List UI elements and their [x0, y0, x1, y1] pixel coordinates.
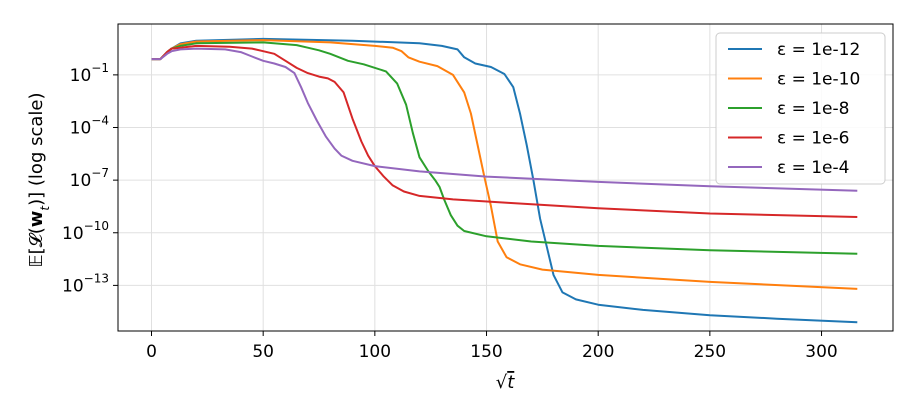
- series-lines: [151, 37, 858, 324]
- y-tick-label-exponent: −13: [84, 271, 109, 285]
- y-tick-label: 10−4: [70, 114, 109, 139]
- legend-box: [715, 32, 886, 185]
- y-tick-label-exponent: −1: [91, 61, 109, 75]
- y-tick-label-exponent: −7: [91, 166, 109, 180]
- y-tick-label: 10−13: [62, 271, 109, 296]
- y-tick-label-base: 10: [62, 224, 84, 244]
- legend-label: ε = 1e-4: [777, 158, 849, 178]
- y-tick-label-base: 10: [70, 119, 92, 139]
- x-tick-label: 50: [252, 342, 274, 362]
- y-tick-label-base: 10: [70, 171, 92, 191]
- y-tick-label-exponent: −4: [91, 114, 109, 128]
- y-axis-label-subscript: t: [38, 205, 52, 211]
- x-axis-label: √t: [496, 372, 515, 393]
- y-axis-label: 𝔼[𝓛(wt)] (log scale): [26, 93, 52, 268]
- legend: ε = 1e-12 ε = 1e-10 ε = 1e-8 ε = 1e-6 ε = 1e…: [715, 32, 886, 185]
- legend-label: ε = 1e-6: [777, 129, 849, 149]
- x-axis-ticks: 0 50 100 150 200 250 300: [146, 331, 838, 362]
- y-tick-label: 10−7: [70, 166, 109, 191]
- series-line-2: [151, 39, 858, 290]
- plot-area-frame: [117, 23, 894, 332]
- y-tick-label: 10−10: [62, 219, 109, 244]
- y-tick-label-base: 10: [70, 66, 92, 86]
- series-line-3: [151, 41, 858, 255]
- y-tick-label: 10−1: [70, 61, 109, 86]
- series-line-5: [151, 47, 858, 192]
- y-axis-label-weight: w: [26, 211, 47, 228]
- legend-label: ε = 1e-8: [777, 99, 849, 119]
- series-line-4: [151, 44, 858, 218]
- x-tick-label: 300: [805, 342, 837, 362]
- legend-label: ε = 1e-10: [777, 70, 860, 90]
- y-tick-label-exponent: −10: [84, 219, 109, 233]
- legend-label: ε = 1e-12: [777, 40, 860, 60]
- y-tick-label-base: 10: [62, 276, 84, 296]
- x-tick-label: 150: [470, 342, 502, 362]
- y-axis-label-prefix: 𝔼[𝓛(: [26, 227, 47, 267]
- x-tick-label: 100: [359, 342, 391, 362]
- y-axis-label-suffix: )] (log scale): [26, 93, 47, 206]
- x-tick-label: 200: [582, 342, 614, 362]
- x-tick-label: 0: [146, 342, 157, 362]
- x-tick-label: 250: [694, 342, 726, 362]
- x-axis-label-var: t: [507, 372, 515, 393]
- x-axis-label-root: √: [496, 372, 508, 393]
